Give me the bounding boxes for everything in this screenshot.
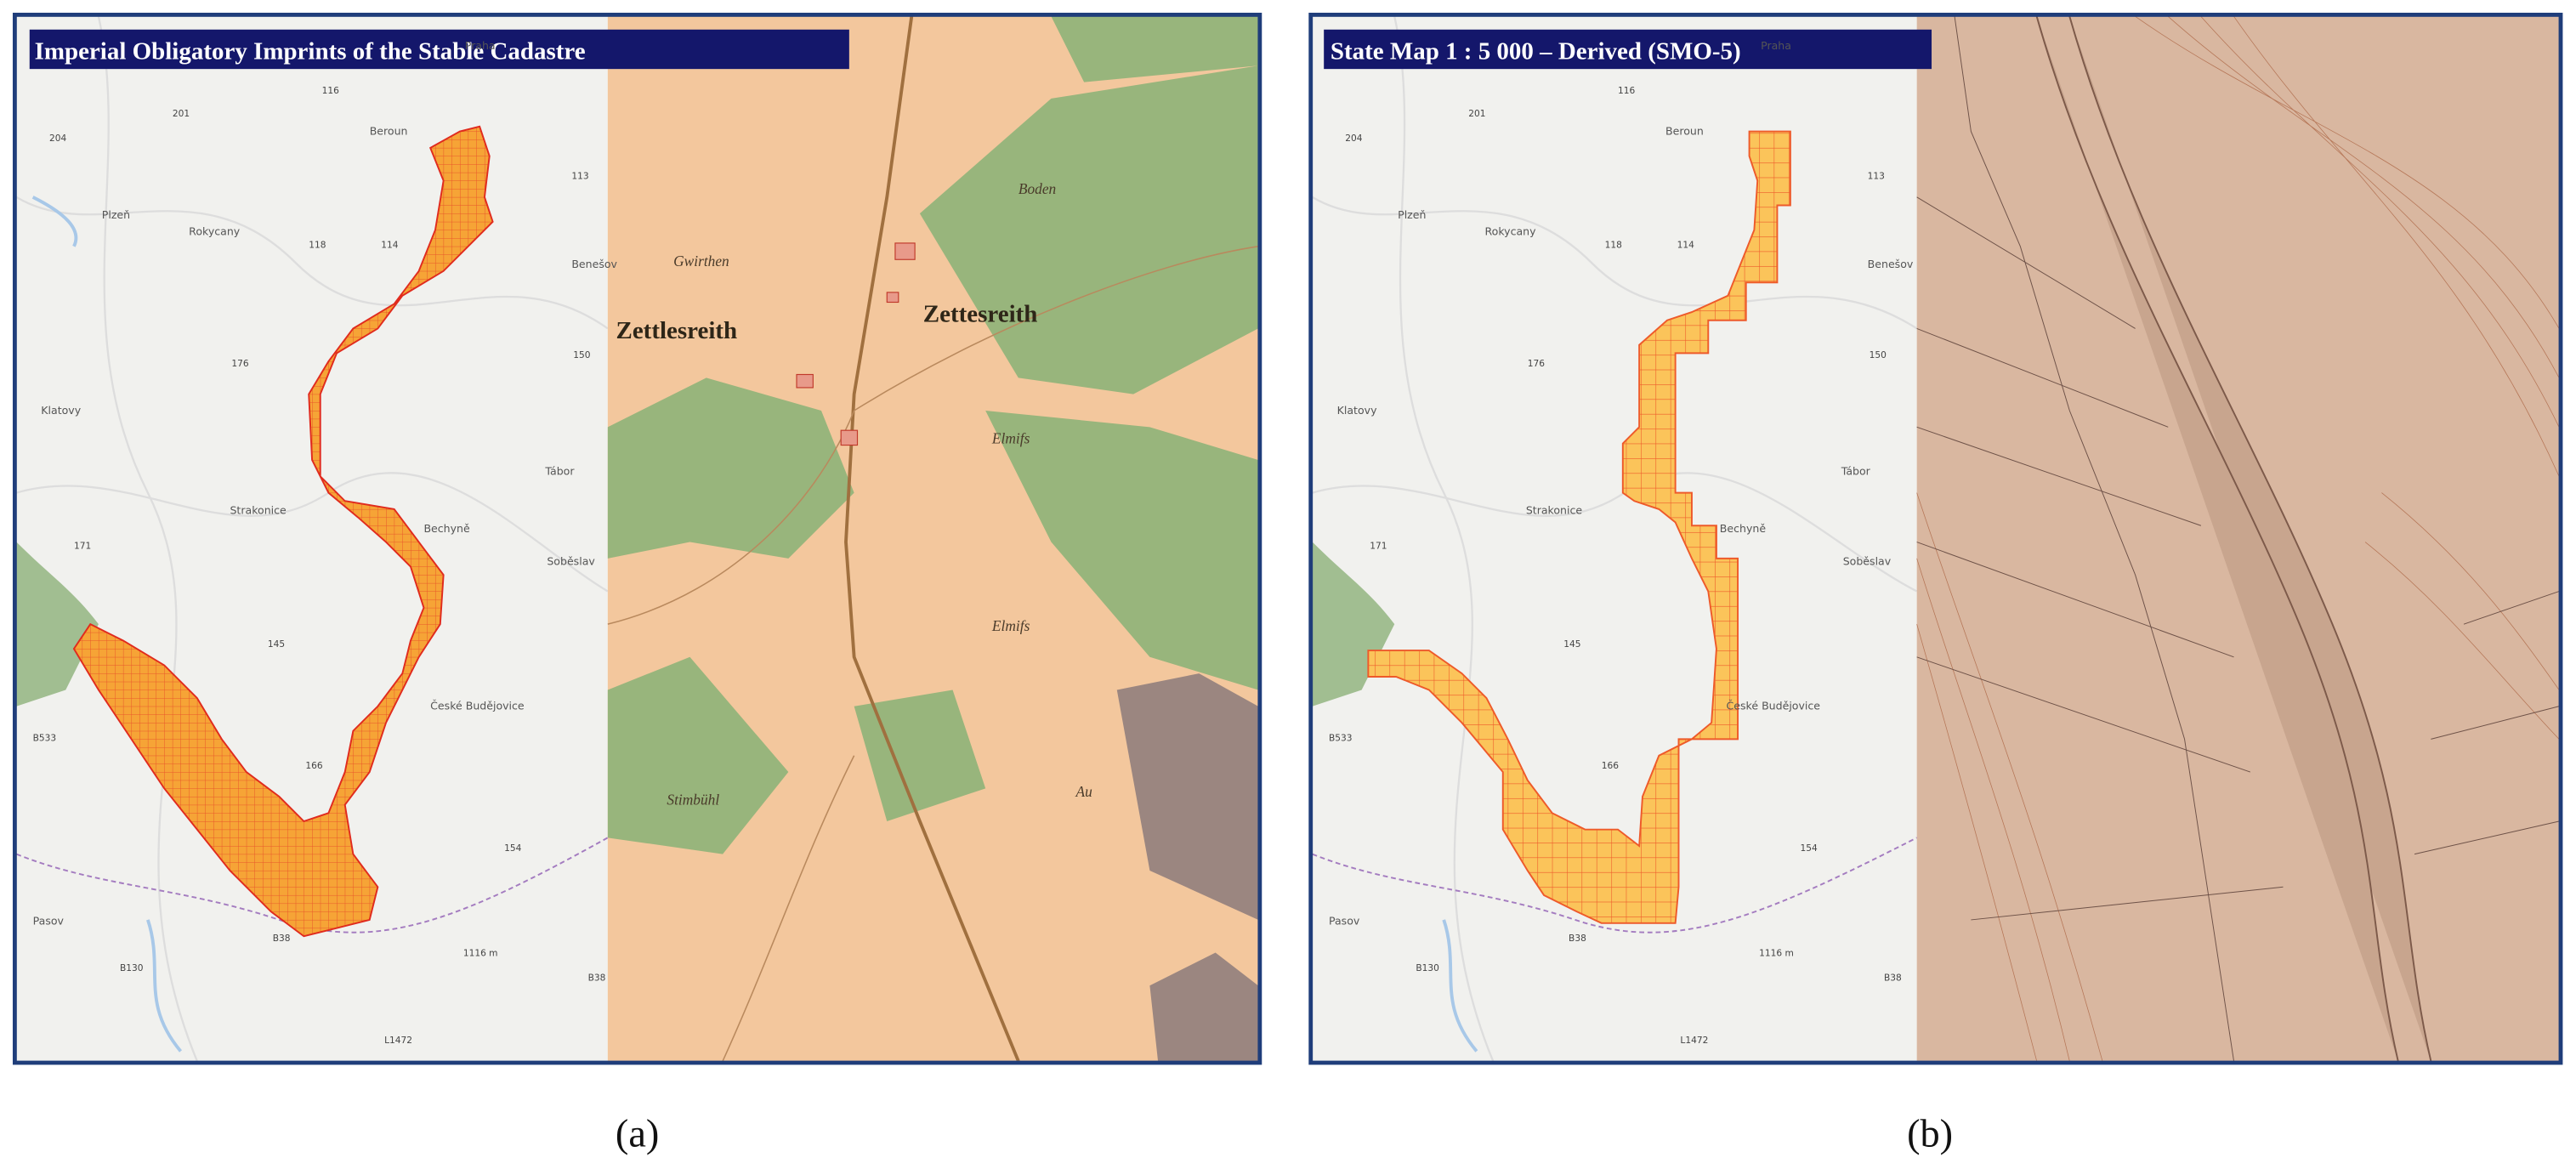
place-label: Rokycany [189, 224, 241, 237]
road-number: 114 [1677, 240, 1694, 251]
road-number: 113 [1868, 171, 1885, 182]
road-number: 114 [381, 240, 399, 251]
panel-title: State Map 1 : 5 000 – Derived (SMO-5) [1331, 38, 1741, 65]
map-labels: Praha Beroun Plzeň Rokycany Benešov Klatovy Tá… [1329, 39, 1914, 1046]
road-number: 145 [268, 638, 285, 650]
place-label: Rokycany [1485, 224, 1537, 237]
coverage-area [1367, 130, 1791, 924]
cadastre-label: Au [1075, 784, 1092, 800]
scene: Imperial Obligatory Imprints of the Stab… [12, 12, 2563, 1156]
place-label: Plzeň [1398, 208, 1426, 221]
road-number: B38 [273, 933, 291, 944]
road-number: B130 [1416, 962, 1439, 973]
road-number: 113 [571, 171, 588, 182]
road-number: 176 [1528, 358, 1546, 369]
road-number: 201 [173, 108, 190, 119]
river [1442, 919, 1478, 1053]
place-label: České Budějovice [1727, 700, 1821, 712]
place-label: Klatovy [1337, 404, 1377, 417]
road-number: B38 [1884, 972, 1902, 983]
road-number: 166 [305, 760, 323, 771]
road-number: 201 [1468, 108, 1485, 119]
cadastre-label: Boden [1018, 181, 1056, 197]
title-box [29, 29, 849, 70]
meadows [607, 16, 1258, 854]
road-number: 171 [1370, 540, 1387, 551]
place-label: Strakonice [230, 504, 287, 517]
place-label: Benešov [1868, 258, 1914, 270]
place-label: Soběslav [1843, 555, 1892, 568]
road-number: 176 [231, 358, 249, 369]
panel-title: Imperial Obligatory Imprints of the Stab… [35, 38, 586, 65]
cadastre-label: Zettesreith [923, 301, 1038, 328]
cadastre-label: Gwirthen [673, 253, 729, 270]
road-number: 145 [1563, 638, 1580, 650]
place-label: České Budějovice [430, 700, 525, 712]
caption: (b) [1907, 1113, 1953, 1156]
place-label: Praha [465, 39, 496, 52]
panel-frame [1308, 12, 2563, 1065]
road-number: 1116 m [463, 947, 498, 958]
place-label: Plzeň [102, 208, 130, 221]
place-label: Pasov [1329, 915, 1360, 928]
road-number: B38 [588, 972, 606, 983]
road-number: B533 [33, 732, 57, 743]
road-number: 204 [49, 133, 67, 144]
map-labels: Praha Beroun Plzeň Rokycany Benešov Klatovy Tá… [33, 39, 1092, 1046]
road-number: L1472 [1680, 1035, 1708, 1046]
river [2035, 16, 2432, 1062]
road-number: 166 [1602, 760, 1620, 771]
road-number: 150 [1870, 349, 1887, 360]
cadastre-label: Elmifs [991, 618, 1030, 634]
panel-frame [12, 12, 1262, 1065]
road-number: 204 [1345, 133, 1363, 144]
place-label: Bechyně [1720, 522, 1767, 535]
coverage-area [72, 125, 494, 938]
road-number: 118 [1605, 240, 1623, 251]
panel-b [1312, 16, 2560, 1062]
road-number: 118 [309, 240, 326, 251]
contours [1916, 16, 2560, 1062]
road-number: 116 [322, 85, 340, 96]
road-number: 154 [1800, 843, 1817, 854]
title-box [1324, 29, 1932, 70]
road-number: 1116 m [1759, 947, 1794, 958]
parcels [607, 246, 1258, 1062]
border [1312, 837, 1918, 933]
cadastre-label: Elmifs [991, 431, 1030, 447]
buildings [796, 242, 916, 446]
river [31, 196, 183, 1053]
place-label: Beroun [1665, 124, 1704, 137]
road-old [844, 16, 1020, 1062]
place-label: Strakonice [1526, 504, 1583, 517]
place-label: Praha [1761, 39, 1791, 52]
forest [16, 542, 99, 707]
place-label: Benešov [571, 258, 617, 270]
road-number: B533 [1329, 732, 1353, 743]
place-label: Tábor [544, 464, 575, 477]
parcels [1916, 16, 2560, 1062]
road-number: 154 [504, 843, 522, 854]
cadastre-label: Zettlesreith [616, 317, 738, 344]
road-number: 116 [1618, 85, 1636, 96]
road-number: 171 [74, 540, 91, 551]
rocks [1116, 673, 1258, 1062]
panel-a [16, 16, 1258, 1062]
road-number: 150 [573, 349, 591, 360]
place-label: Klatovy [41, 404, 81, 417]
place-label: Bechyně [423, 522, 470, 535]
caption: (a) [616, 1113, 659, 1156]
cadastre-label: Stimbühl [667, 792, 719, 809]
road-number: B38 [1569, 933, 1586, 944]
place-label: Soběslav [547, 555, 595, 568]
road-number: B130 [120, 962, 144, 973]
place-label: Tábor [1841, 464, 1871, 477]
road-number: L1472 [384, 1035, 412, 1046]
place-label: Beroun [370, 124, 408, 137]
place-label: Pasov [33, 915, 65, 928]
